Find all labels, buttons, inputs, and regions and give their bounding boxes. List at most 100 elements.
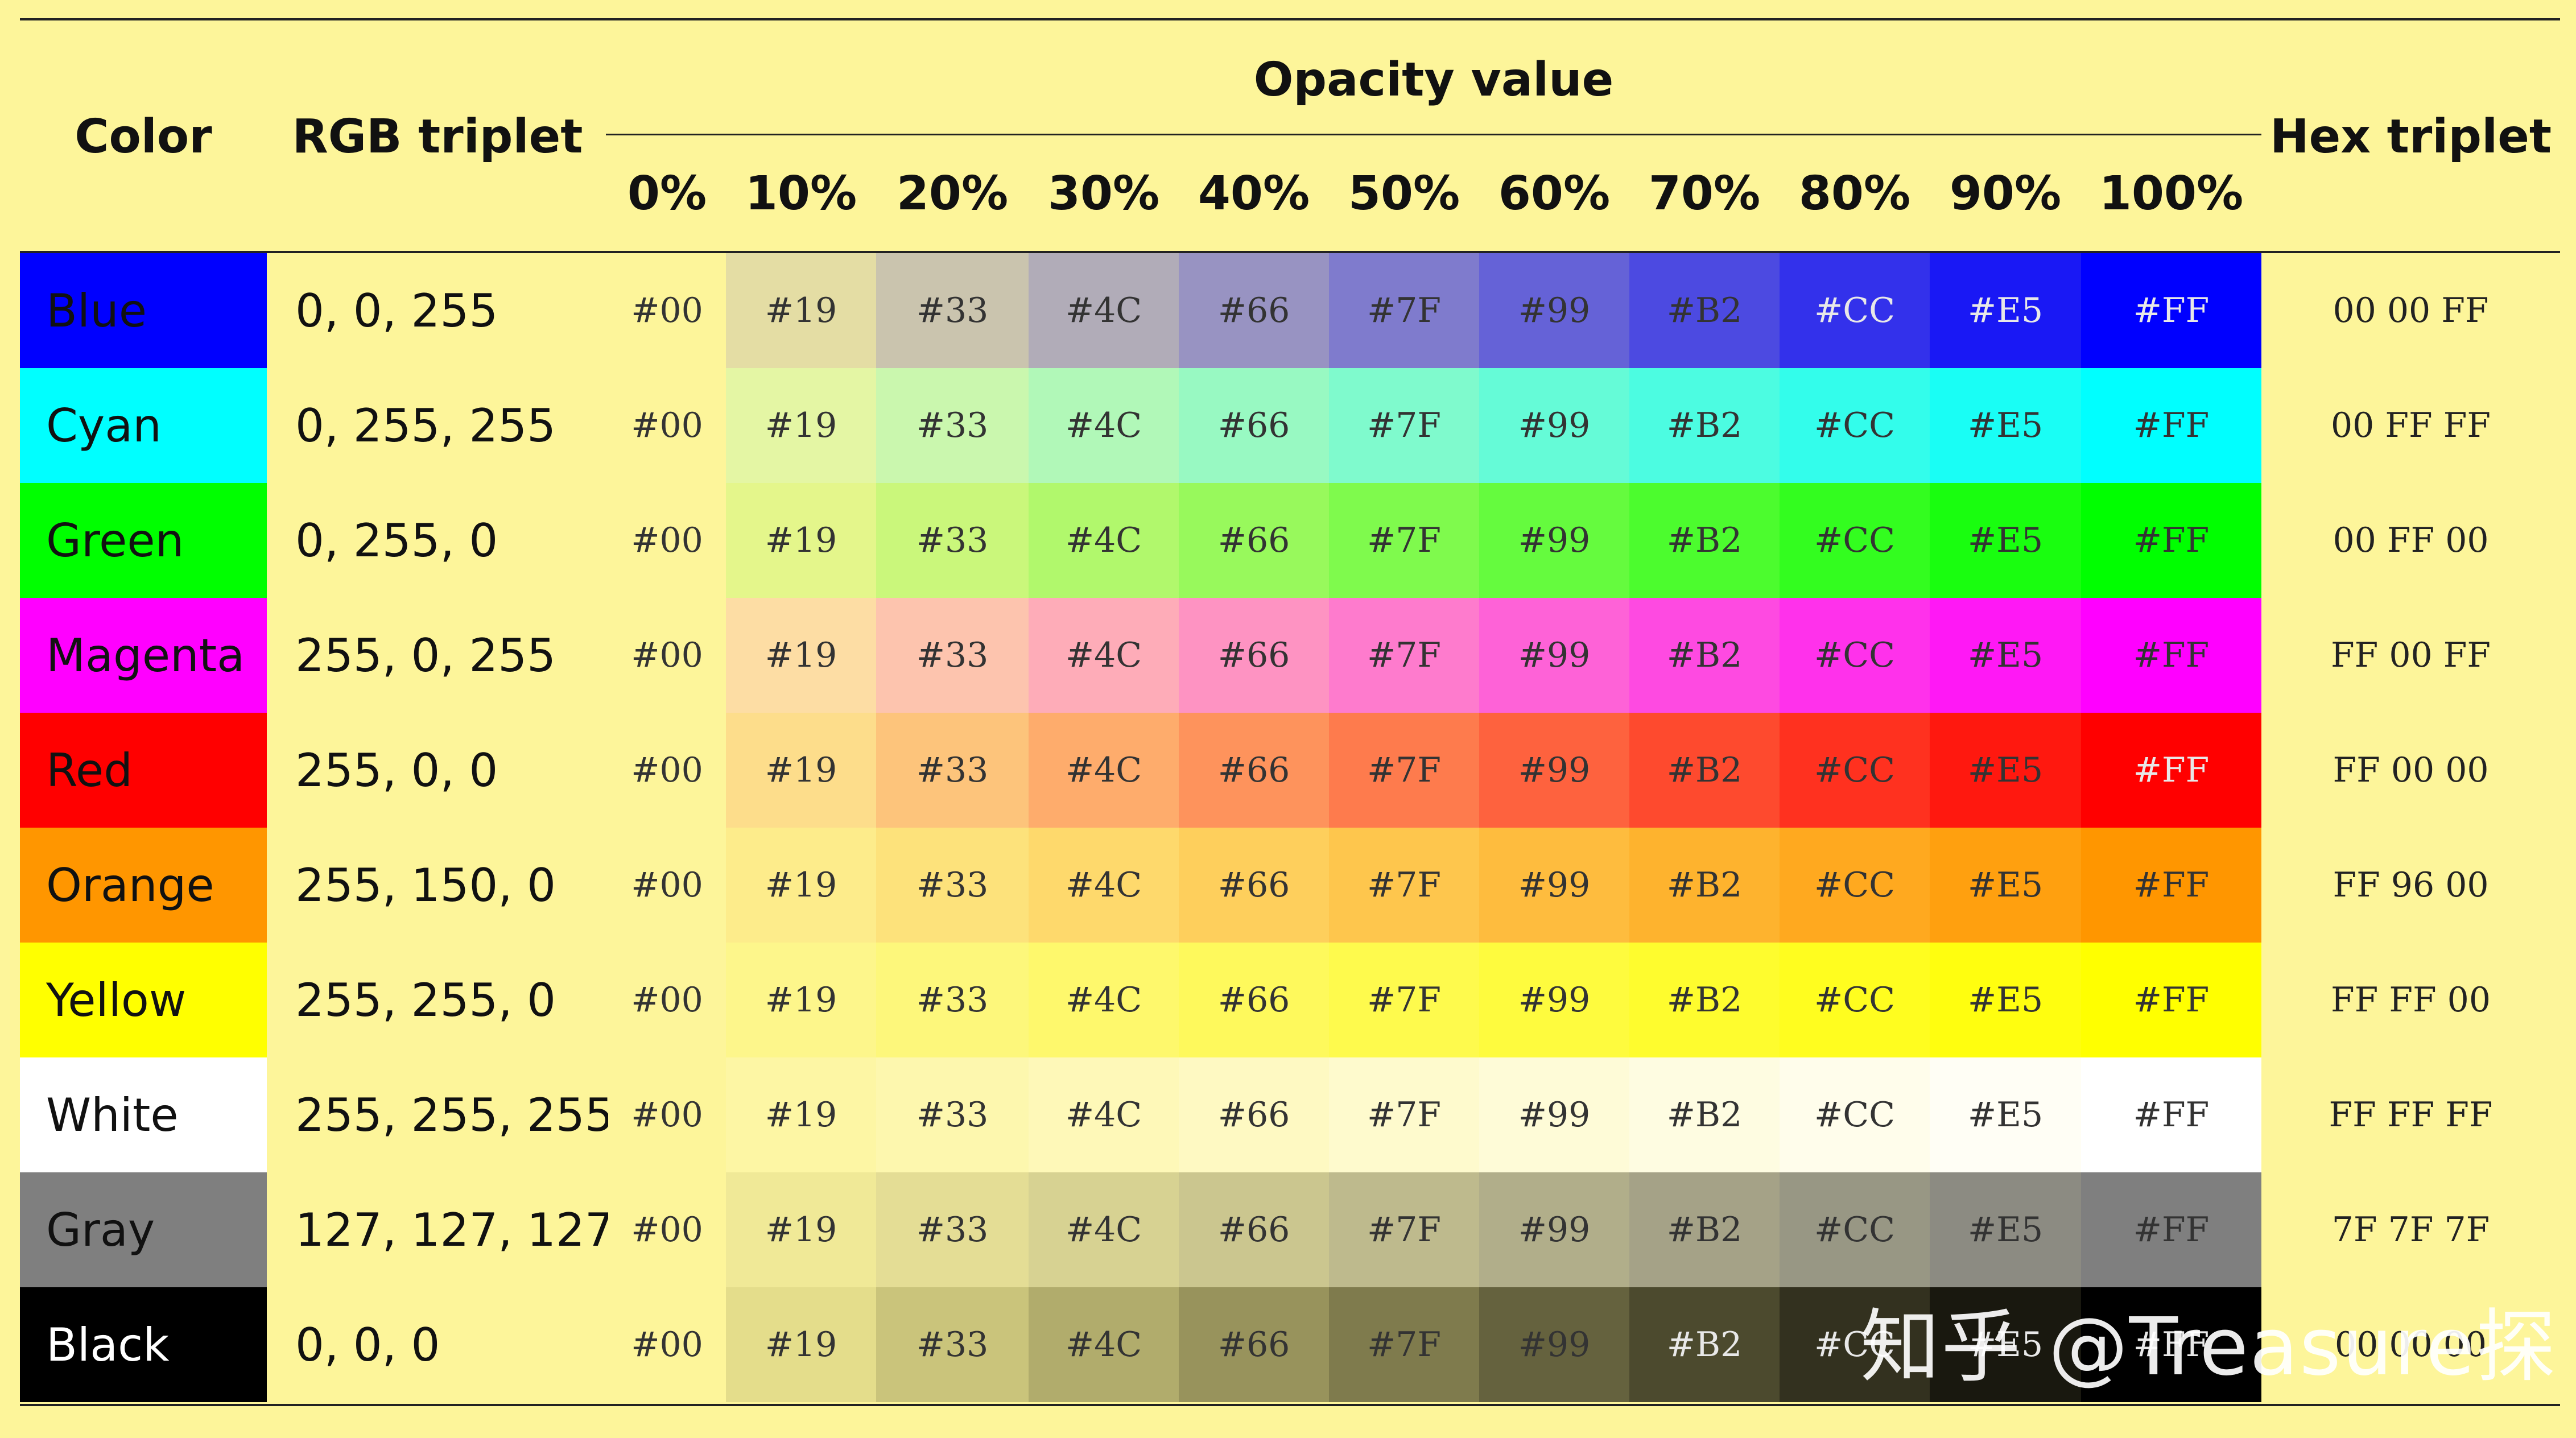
- opacity-cell: #E5: [1930, 598, 2081, 713]
- opacity-cell: #B2: [1629, 828, 1780, 943]
- opacity-cell: #4C: [1029, 368, 1179, 483]
- opacity-cell: #33: [876, 598, 1029, 713]
- opacity-cell: #CC: [1780, 598, 1930, 713]
- opacity-cell: #E5: [1930, 1287, 2081, 1402]
- opacity-cell: #E5: [1930, 828, 2081, 943]
- opacity-cell: #CC: [1780, 368, 1930, 483]
- opacity-cell: #CC: [1780, 483, 1930, 598]
- opacity-cell: #99: [1479, 828, 1629, 943]
- opacity-cell: #33: [876, 1057, 1029, 1172]
- table-row: Red 255, 0, 0 #00 #19 #33 #4C #66 #7F #99 #B2 #CC #…: [20, 713, 2560, 828]
- opacity-cell: #7F: [1329, 1287, 1479, 1402]
- color-name-cell: Gray: [20, 1172, 267, 1287]
- opacity-cell: #66: [1179, 1172, 1329, 1287]
- hex-triplet-cell: FF 00 00: [2261, 713, 2560, 828]
- opacity-level-header: 0%: [627, 166, 707, 221]
- opacity-cell: #FF: [2081, 943, 2261, 1057]
- opacity-cell: #E5: [1930, 713, 2081, 828]
- opacity-cell: #E5: [1930, 943, 2081, 1057]
- opacity-cell: #19: [726, 598, 876, 713]
- table-row: Green 0, 255, 0 #00 #19 #33 #4C #66 #7F #99 #B2 #C…: [20, 483, 2560, 598]
- opacity-cell: #66: [1179, 1287, 1329, 1402]
- hex-triplet-cell: FF FF FF: [2261, 1057, 2560, 1172]
- opacity-cell: #00: [608, 1057, 726, 1172]
- opacity-cell: #7F: [1329, 1172, 1479, 1287]
- opacity-cell: #33: [876, 713, 1029, 828]
- header-color: Color: [75, 109, 212, 164]
- table-row: Gray 127, 127, 127 #00 #19 #33 #4C #66 #7F #99 #B…: [20, 1172, 2560, 1287]
- opacity-cell: #7F: [1329, 943, 1479, 1057]
- opacity-cell: #33: [876, 1287, 1029, 1402]
- opacity-cell: #B2: [1629, 483, 1780, 598]
- opacity-cell: #19: [726, 483, 876, 598]
- hex-triplet-cell: 7F 7F 7F: [2261, 1172, 2560, 1287]
- opacity-cell: #B2: [1629, 1057, 1780, 1172]
- opacity-cell: #4C: [1029, 828, 1179, 943]
- opacity-cell: #99: [1479, 713, 1629, 828]
- opacity-level-header: 60%: [1498, 166, 1611, 221]
- opacity-cell: #4C: [1029, 483, 1179, 598]
- opacity-header-rule: [606, 134, 2261, 135]
- opacity-level-header: 50%: [1348, 166, 1460, 221]
- header-opacity: Opacity value: [1253, 52, 1614, 107]
- opacity-cell: #E5: [1930, 483, 2081, 598]
- rgb-triplet-cell: 255, 255, 255: [295, 1088, 614, 1142]
- opacity-cell: #99: [1479, 253, 1629, 368]
- opacity-cell: #7F: [1329, 368, 1479, 483]
- opacity-cell: #19: [726, 1172, 876, 1287]
- opacity-cell: #19: [726, 713, 876, 828]
- opacity-cell: #00: [608, 1172, 726, 1287]
- watermark-text: 知乎 @Treasure探: [1860, 1301, 2557, 1394]
- opacity-level-header: 70%: [1648, 166, 1761, 221]
- opacity-level-header: 10%: [745, 166, 857, 221]
- opacity-cell: #FF: [2081, 483, 2261, 598]
- table-row: Black 0, 0, 0 #00 #19 #33 #4C #66 #7F #99 #B2 #CC #…: [20, 1287, 2560, 1402]
- rgb-triplet-cell: 127, 127, 127: [295, 1203, 614, 1257]
- opacity-cell: #4C: [1029, 598, 1179, 713]
- table-row: Blue 0, 0, 255 #00 #19 #33 #4C #66 #7F #99 #B2 #CC…: [20, 253, 2560, 368]
- opacity-cell: #CC: [1780, 1057, 1930, 1172]
- opacity-cell: #33: [876, 828, 1029, 943]
- opacity-cell: #33: [876, 943, 1029, 1057]
- color-name-cell: Magenta: [20, 598, 267, 713]
- opacity-cell: #7F: [1329, 598, 1479, 713]
- opacity-cell: #00: [608, 598, 726, 713]
- opacity-cell: #99: [1479, 368, 1629, 483]
- hex-triplet-cell: 00 FF FF: [2261, 368, 2560, 483]
- opacity-cell: #19: [726, 1057, 876, 1172]
- opacity-cell: #E5: [1930, 253, 2081, 368]
- hex-triplet-cell: FF FF 00: [2261, 943, 2560, 1057]
- opacity-cell: #E5: [1930, 1057, 2081, 1172]
- opacity-cell: #B2: [1629, 713, 1780, 828]
- opacity-cell: #19: [726, 943, 876, 1057]
- opacity-cell: #66: [1179, 598, 1329, 713]
- opacity-cell: #66: [1179, 943, 1329, 1057]
- rgb-triplet-cell: 255, 255, 0: [295, 973, 556, 1027]
- opacity-cell: #4C: [1029, 253, 1179, 368]
- rgb-triplet-cell: 0, 0, 255: [295, 284, 498, 337]
- opacity-cell: #E5: [1930, 1172, 2081, 1287]
- opacity-cell: #00: [608, 713, 726, 828]
- opacity-cell: #4C: [1029, 1287, 1179, 1402]
- bottom-rule: [20, 1404, 2560, 1406]
- opacity-cell: #7F: [1329, 1057, 1479, 1172]
- opacity-cell: #CC: [1780, 828, 1930, 943]
- top-rule: [20, 18, 2560, 20]
- rgb-triplet-cell: 0, 0, 0: [295, 1318, 440, 1371]
- color-name-cell: Yellow: [20, 943, 267, 1057]
- opacity-cell: #B2: [1629, 598, 1780, 713]
- opacity-cell: #B2: [1629, 943, 1780, 1057]
- table-row: Magenta 255, 0, 255 #00 #19 #33 #4C #66 #7F #99 #…: [20, 598, 2560, 713]
- opacity-cell: #FF: [2081, 253, 2261, 368]
- opacity-level-header: 30%: [1047, 166, 1160, 221]
- opacity-cell: #7F: [1329, 828, 1479, 943]
- table-row: Orange 255, 150, 0 #00 #19 #33 #4C #66 #7F #99 #B…: [20, 828, 2560, 943]
- opacity-cell: #4C: [1029, 713, 1179, 828]
- color-name-cell: Orange: [20, 828, 267, 943]
- opacity-cell: #4C: [1029, 1172, 1179, 1287]
- opacity-cell: #33: [876, 253, 1029, 368]
- table-row: Cyan 0, 255, 255 #00 #19 #33 #4C #66 #7F #99 #B2 #…: [20, 368, 2560, 483]
- opacity-cell: #19: [726, 368, 876, 483]
- opacity-cell: #FF: [2081, 598, 2261, 713]
- opacity-level-header: 20%: [896, 166, 1009, 221]
